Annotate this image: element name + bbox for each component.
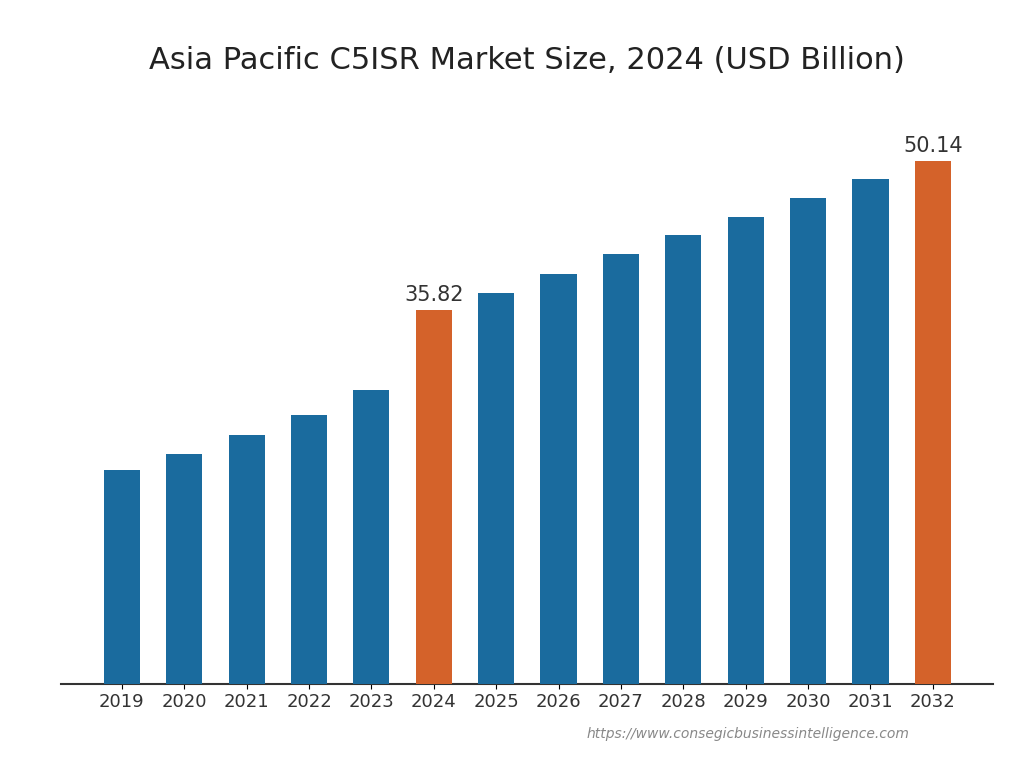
Bar — [291, 415, 327, 684]
Bar — [852, 179, 889, 684]
Bar — [103, 470, 140, 684]
Title: Asia Pacific C5ISR Market Size, 2024 (USD Billion): Asia Pacific C5ISR Market Size, 2024 (US… — [150, 46, 905, 75]
Bar — [914, 161, 951, 684]
Bar — [416, 310, 452, 684]
Text: 35.82: 35.82 — [404, 285, 464, 305]
Bar — [166, 454, 203, 684]
Bar — [541, 274, 577, 684]
Bar — [353, 389, 389, 684]
Bar — [728, 217, 764, 684]
Bar — [228, 435, 265, 684]
Bar — [603, 254, 639, 684]
Text: https://www.consegicbusinessintelligence.com: https://www.consegicbusinessintelligence… — [586, 727, 909, 741]
Bar — [790, 198, 826, 684]
Bar — [478, 293, 514, 684]
Text: 50.14: 50.14 — [903, 136, 963, 156]
Bar — [666, 235, 701, 684]
